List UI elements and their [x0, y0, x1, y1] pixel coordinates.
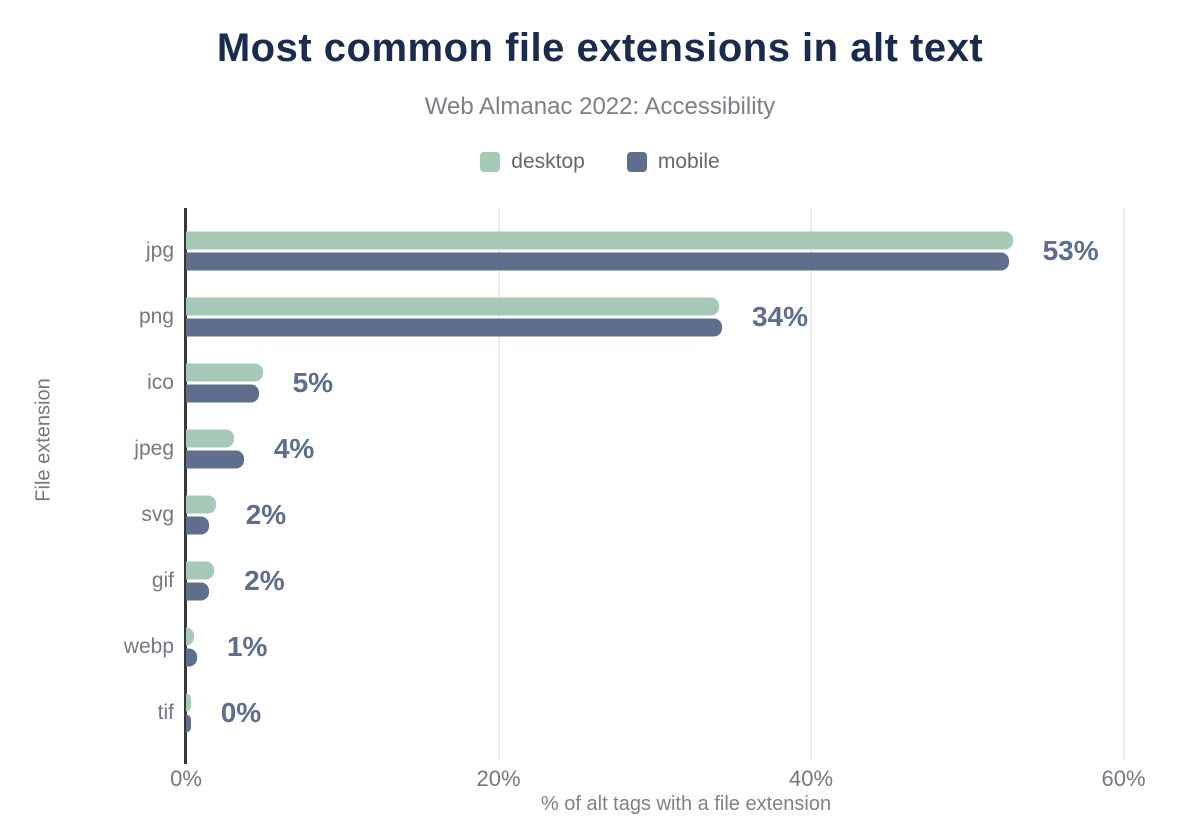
bar-row-jpeg: jpeg 4% [134, 416, 1186, 482]
bar-group [186, 231, 1186, 271]
bar-mobile [186, 318, 722, 337]
category-label: webp [123, 635, 174, 658]
gridline-20% [497, 208, 500, 760]
value-label: 34% [751, 301, 808, 332]
bar-desktop [186, 231, 1013, 250]
x-tick-40%: 40% [788, 766, 834, 791]
x-tick-0%: 0% [170, 766, 202, 791]
y-axis-title: File extension [32, 378, 55, 502]
value-label: 0% [220, 697, 262, 728]
bar-row-png: png 34% [139, 284, 1186, 350]
value-label: 5% [292, 367, 334, 398]
bar-row-gif: gif 2% [152, 548, 1186, 614]
bar-row-ico: ico 5% [147, 350, 1186, 416]
bar-group [186, 693, 1186, 733]
plot-area: jpg 53% png 34% ico 5% jpeg 4% svg 2% gif 2% webp 1% t… [124, 208, 1186, 764]
bar-mobile [186, 450, 244, 469]
bar-row-jpg: jpg 53% [146, 218, 1186, 284]
chart-title: Most common file extensions in alt text [216, 26, 984, 70]
legend: desktop mobile [0, 150, 1200, 174]
bar-mobile [186, 582, 210, 601]
legend-swatch-mobile [626, 152, 647, 172]
category-label: svg [141, 503, 174, 526]
bar-group [186, 495, 1186, 535]
legend-item-desktop: desktop [480, 150, 585, 174]
legend-swatch-desktop [480, 152, 501, 172]
category-label: jpeg [134, 437, 174, 460]
bar-group [186, 561, 1186, 601]
bar-desktop [186, 363, 263, 382]
bar-desktop [186, 627, 194, 646]
x-tick-20%: 20% [476, 766, 521, 791]
bar-desktop [186, 297, 719, 316]
bar-group [186, 429, 1186, 469]
bar-mobile [186, 516, 210, 535]
value-label: 53% [1042, 235, 1099, 266]
category-label: ico [147, 371, 174, 394]
legend-label: mobile [657, 150, 720, 173]
bar-rows: jpg 53% png 34% ico 5% jpeg 4% svg 2% gif 2% webp 1% t… [124, 218, 1186, 746]
bar-mobile [186, 648, 197, 667]
bar-desktop [186, 561, 215, 580]
y-axis-line [184, 208, 187, 764]
bar-row-svg: svg 2% [141, 482, 1186, 548]
x-axis-ticks: 0% 20% 40% 60% [170, 766, 1186, 791]
bar-group [186, 627, 1186, 667]
value-label: 2% [244, 565, 285, 596]
bar-mobile [186, 714, 191, 733]
value-label: 2% [245, 499, 287, 530]
bar-desktop [186, 429, 235, 448]
legend-item-mobile: mobile [626, 150, 720, 174]
x-tick-60%: 60% [1101, 766, 1146, 791]
bar-mobile [186, 252, 1010, 271]
bar-row-webp: webp 1% [124, 614, 1186, 680]
bar-group [186, 363, 1186, 403]
x-axis-title: % of alt tags with a file extension [540, 793, 832, 815]
value-label: 1% [226, 631, 268, 662]
gridline-60% [1122, 208, 1125, 760]
bar-mobile [186, 384, 260, 403]
gridline-40% [810, 208, 812, 760]
bar-desktop [186, 495, 216, 514]
legend-label: desktop [511, 150, 585, 173]
category-label: png [138, 305, 174, 328]
category-label: gif [151, 569, 174, 592]
bar-row-tif: tif 0% [158, 680, 1186, 746]
chart-subtitle: Web Almanac 2022: Accessibility [424, 93, 776, 120]
category-label: jpg [145, 239, 174, 262]
bar-desktop [186, 693, 191, 712]
value-label: 4% [273, 433, 315, 464]
bar-group [186, 297, 1186, 337]
category-label: tif [157, 701, 174, 724]
